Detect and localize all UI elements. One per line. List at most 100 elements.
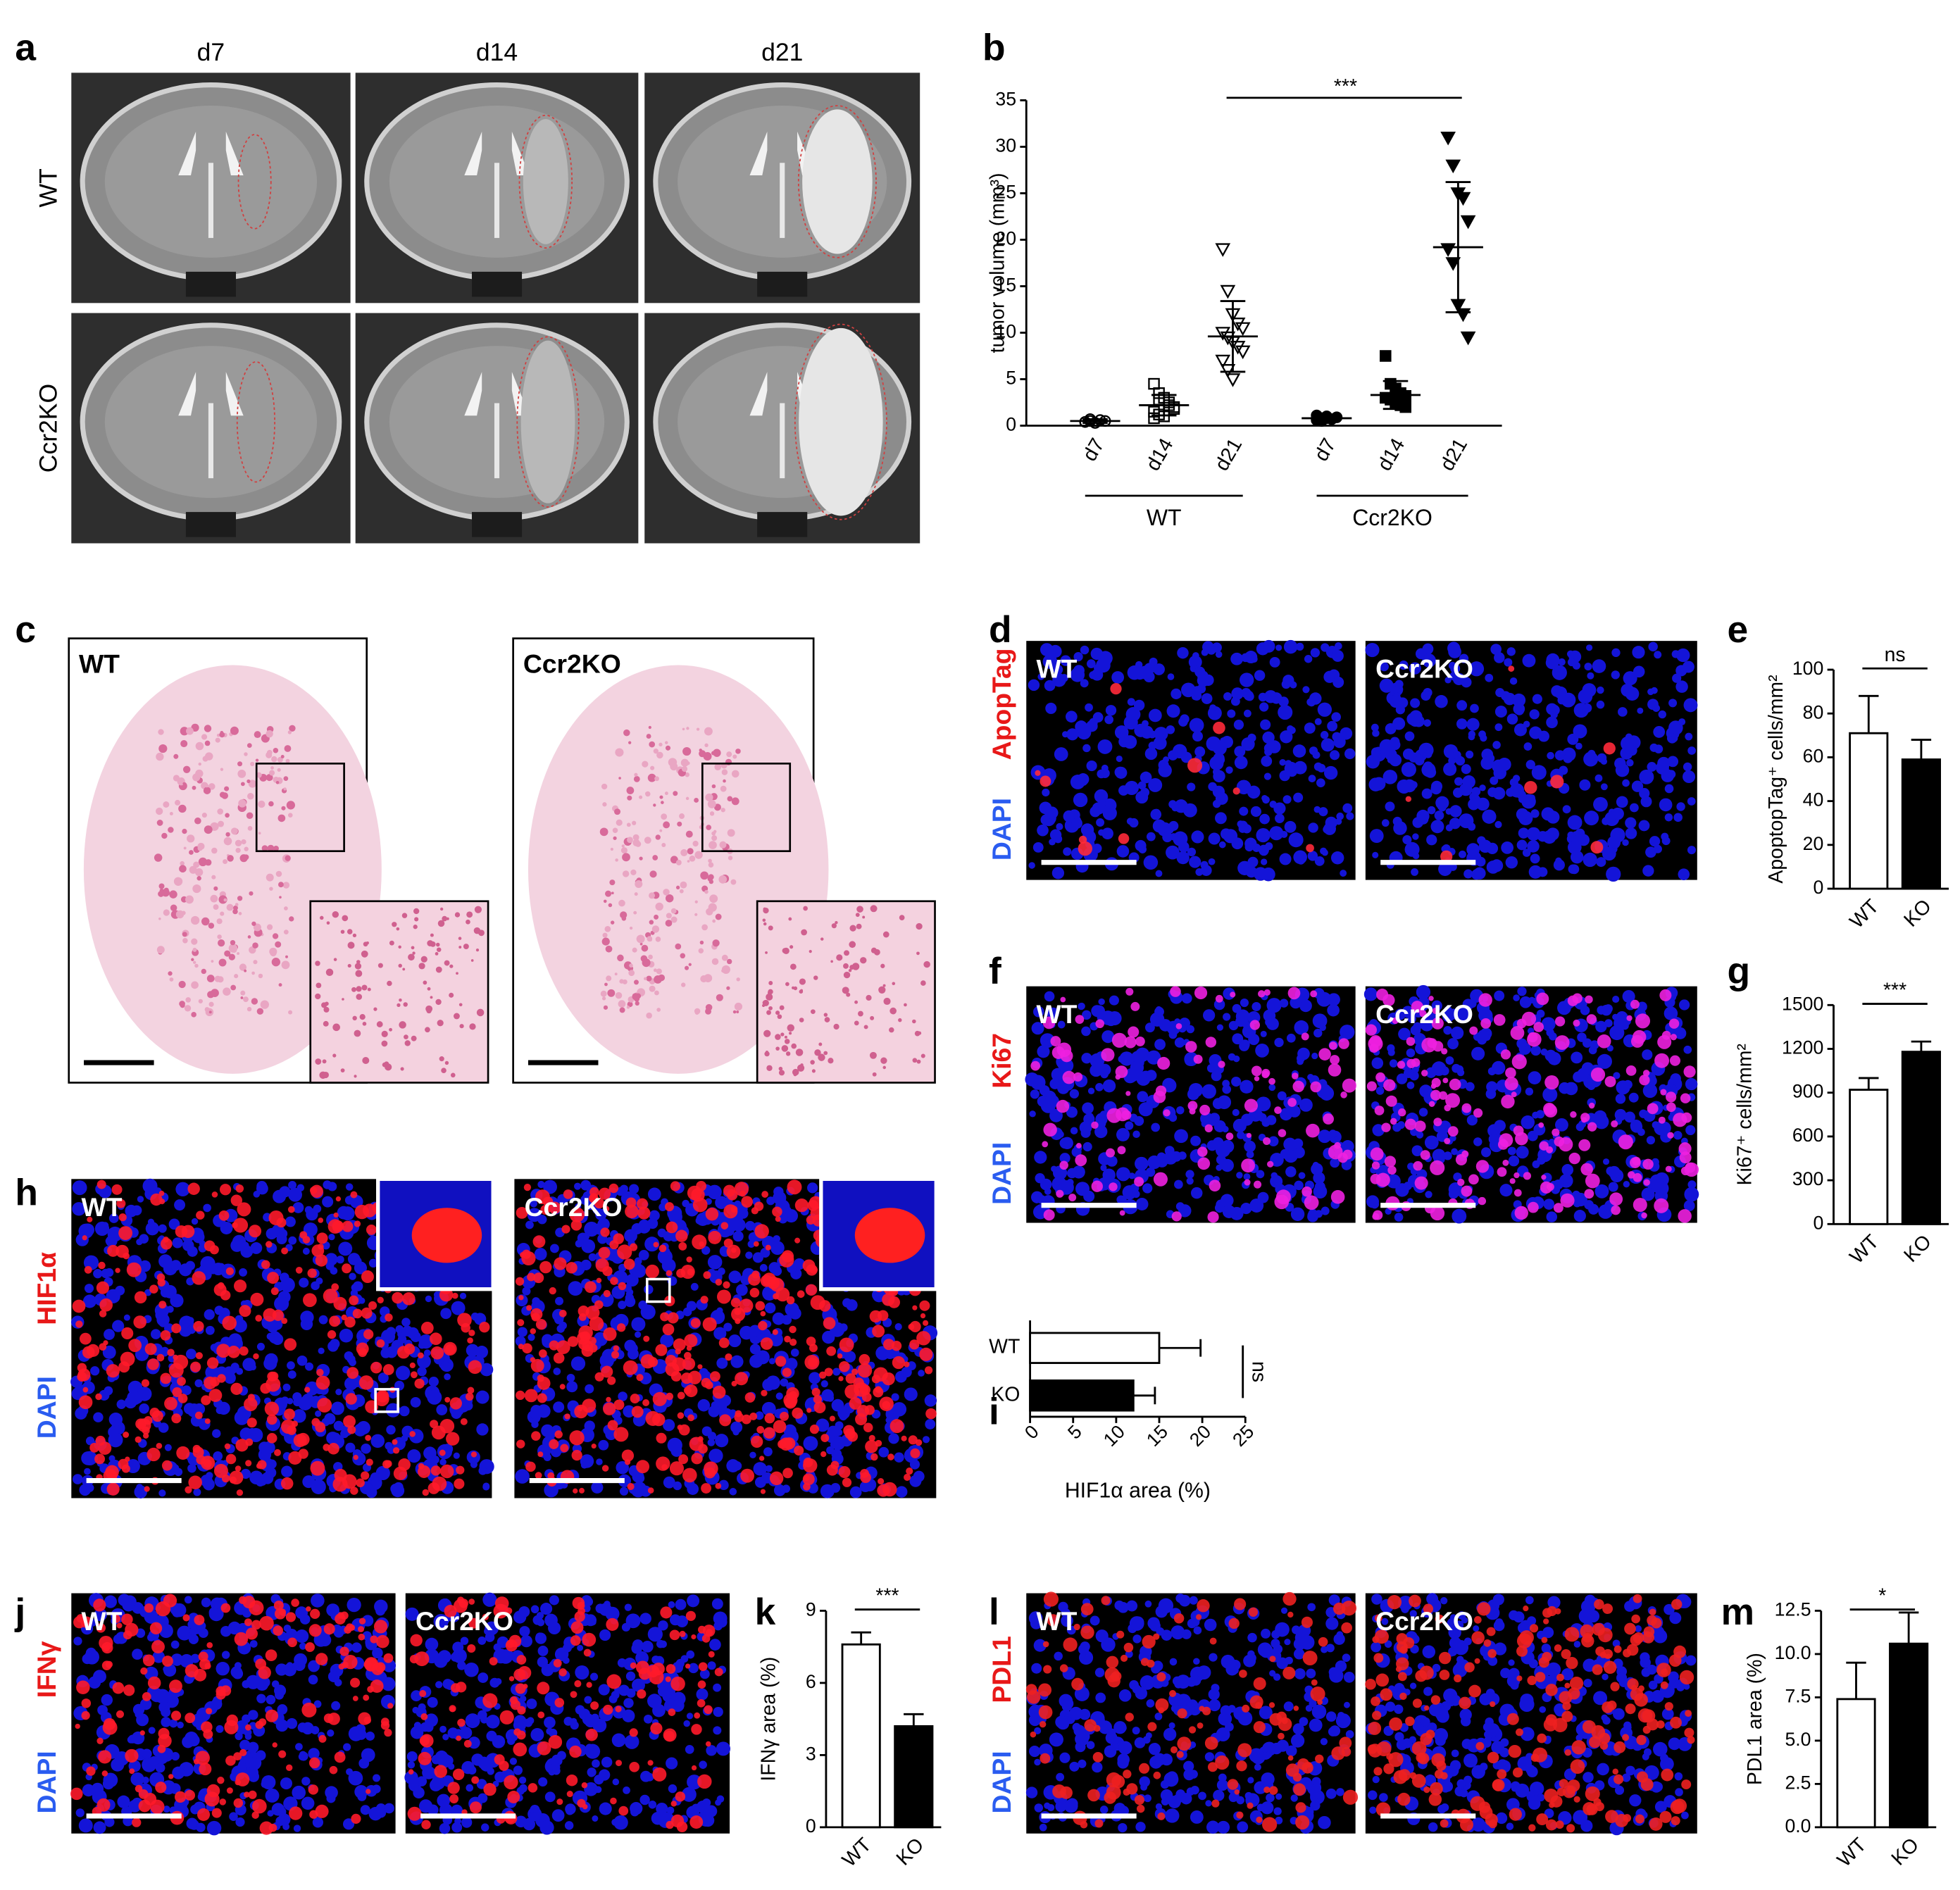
stain-signal [192, 1444, 201, 1453]
cell-cluster [159, 888, 164, 893]
cell-cluster [194, 817, 201, 825]
nucleus [235, 1732, 243, 1741]
nucleus [206, 1472, 213, 1479]
cell-cluster [243, 996, 249, 1003]
nucleus [1518, 827, 1530, 839]
nucleus [1092, 712, 1104, 723]
nucleus [537, 1180, 545, 1189]
stain-signal [196, 1210, 205, 1220]
nucleus [1479, 784, 1486, 791]
cell-cluster [231, 827, 238, 835]
cell-cluster [156, 752, 164, 761]
nucleus [1596, 857, 1606, 868]
nucleus [1546, 716, 1558, 729]
nucleus [101, 1268, 111, 1279]
stain-signal [516, 1439, 525, 1448]
midline [494, 403, 500, 479]
nucleus [616, 1460, 629, 1475]
stain-signal [1304, 1195, 1319, 1210]
inset-cell [777, 1014, 782, 1020]
fluorescence-image [514, 1177, 938, 1498]
nucleus [1687, 846, 1697, 855]
nucleus [1623, 671, 1637, 686]
cell-cluster [665, 745, 671, 751]
nucleus [1546, 1211, 1558, 1222]
nucleus [708, 1406, 720, 1418]
cell-cluster [247, 793, 254, 800]
nucleus [766, 1196, 775, 1206]
nucleus [298, 1753, 306, 1761]
stain-signal [813, 1394, 823, 1404]
stain-signal [723, 1281, 730, 1289]
nucleus [1675, 680, 1688, 693]
nucleus [1531, 765, 1547, 780]
roi-box [646, 1277, 671, 1303]
nucleus [125, 1204, 138, 1218]
nucleus [1344, 748, 1356, 760]
stain-signal [715, 1482, 722, 1489]
nucleus [256, 1694, 266, 1703]
stem [757, 512, 808, 537]
stain-signal [366, 1225, 377, 1235]
stain-signal [1497, 1139, 1509, 1150]
nucleus [1167, 673, 1175, 680]
stain-signal [335, 1196, 342, 1202]
nucleus [190, 1653, 200, 1663]
stain-signal [106, 1364, 120, 1378]
nucleus [249, 1470, 263, 1485]
nucleus [1099, 768, 1110, 779]
stain-signal [1263, 1137, 1271, 1146]
stain-signal [697, 1364, 703, 1370]
nucleus [302, 1247, 310, 1255]
nucleus [312, 1817, 324, 1828]
stain-signal [671, 1357, 686, 1372]
stain-signal [904, 1361, 910, 1368]
nucleus [1082, 1010, 1092, 1020]
stain-signal [1187, 1101, 1198, 1111]
nucleus [1452, 751, 1461, 760]
stain-signal [1524, 781, 1537, 794]
nucleus [1615, 1094, 1626, 1104]
cell-cluster [687, 860, 690, 863]
nucleus [1603, 1158, 1610, 1165]
cell-cluster [246, 743, 252, 749]
nucleus [104, 1595, 117, 1608]
cell-cluster [253, 960, 258, 965]
nucleus [1195, 868, 1204, 876]
stain-signal [349, 1295, 359, 1306]
stain-signal [1585, 995, 1593, 1004]
nucleus [330, 1401, 344, 1415]
nucleus [1118, 1055, 1125, 1063]
nucleus [1152, 808, 1161, 818]
nucleus [1040, 1098, 1056, 1113]
stain-signal [1134, 1177, 1144, 1187]
stain-signal [643, 1335, 650, 1342]
cell-cluster [709, 811, 715, 816]
nucleus [637, 1220, 651, 1234]
stain-signal [192, 1271, 206, 1285]
inset-cell [444, 1060, 449, 1065]
stain-signal [909, 1339, 920, 1350]
cell-cluster [173, 877, 183, 886]
nucleus [1567, 831, 1575, 839]
stain-signal [829, 1415, 835, 1422]
nucleus [1223, 1013, 1231, 1021]
nucleus [1044, 1188, 1051, 1195]
nucleus [327, 1729, 335, 1737]
cell-cluster [237, 896, 243, 901]
stain-signal [839, 1360, 850, 1372]
inset-cell [352, 933, 357, 938]
nucleus [1622, 989, 1635, 1003]
nucleus [625, 1273, 639, 1287]
inset-cell [377, 963, 383, 968]
cell-cluster [191, 958, 194, 961]
stain-signal [193, 1320, 204, 1332]
cell-cluster [618, 899, 625, 907]
inset-cell [404, 1040, 411, 1046]
stain-signal [533, 1272, 544, 1284]
nucleus [1613, 1072, 1621, 1079]
stain-signal [1480, 1018, 1492, 1029]
nucleus [1404, 731, 1415, 741]
stain-signal [577, 1406, 583, 1412]
cell-cluster [721, 954, 728, 961]
